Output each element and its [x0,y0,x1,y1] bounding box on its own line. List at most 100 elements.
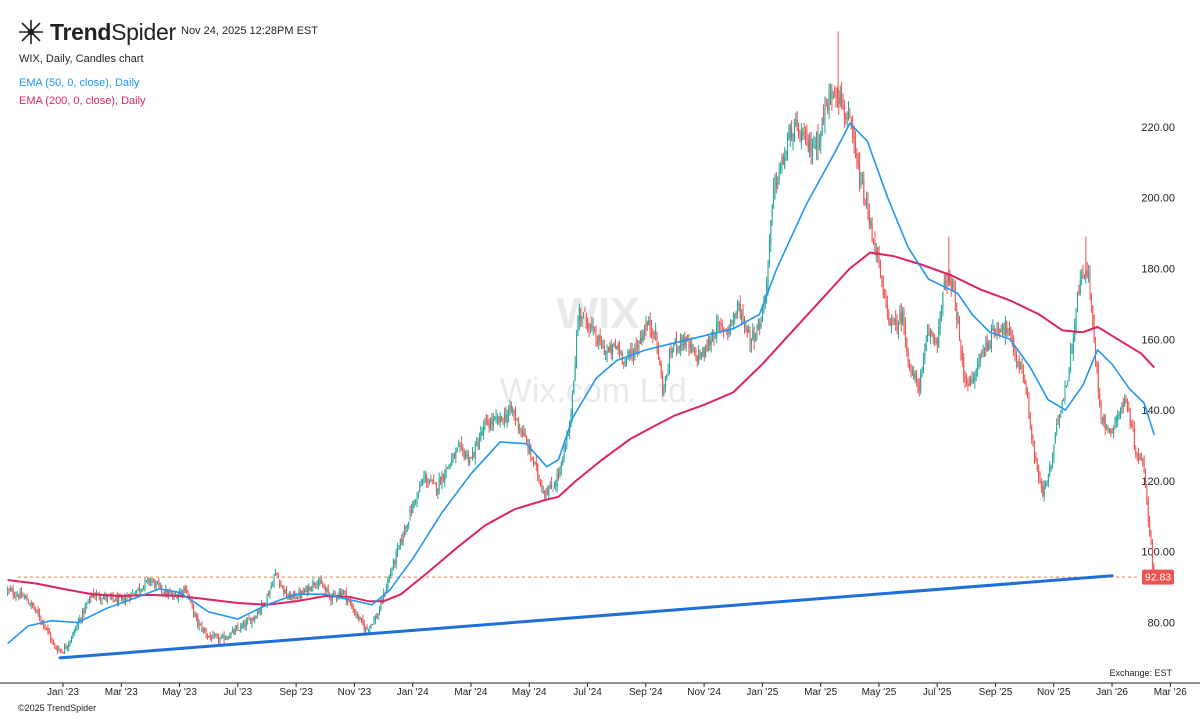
candle[interactable] [43,619,45,630]
candle[interactable] [846,111,848,130]
candle[interactable] [517,417,519,434]
candle[interactable] [721,319,723,332]
candle[interactable] [675,331,677,357]
candle[interactable] [238,629,240,632]
candle[interactable] [641,329,643,346]
candle[interactable] [351,600,353,609]
candle[interactable] [761,306,763,323]
candle[interactable] [682,334,684,351]
candle[interactable] [874,231,876,255]
candle[interactable] [551,476,553,490]
candle[interactable] [1070,342,1072,374]
candle[interactable] [896,314,898,335]
candle[interactable] [970,375,972,387]
candle[interactable] [212,630,214,639]
candle[interactable] [652,327,654,344]
candle[interactable] [882,275,884,299]
candle[interactable] [213,632,215,639]
candle[interactable] [255,615,257,620]
candle[interactable] [286,586,288,599]
candle[interactable] [928,324,930,337]
candle[interactable] [22,592,24,598]
candle[interactable] [331,592,333,605]
candle[interactable] [244,619,246,631]
candle[interactable] [616,345,618,350]
candle[interactable] [863,171,865,206]
candle[interactable] [243,620,245,629]
candle[interactable] [427,477,429,488]
candle[interactable] [150,577,152,587]
candle[interactable] [563,444,565,463]
candle[interactable] [559,466,561,478]
candle[interactable] [605,350,607,361]
candle[interactable] [936,337,938,354]
candle[interactable] [1049,461,1051,478]
candle[interactable] [492,412,494,432]
candle[interactable] [712,329,714,343]
candle[interactable] [76,622,78,631]
candle[interactable] [51,637,53,645]
candle[interactable] [1014,346,1016,362]
candle[interactable] [474,440,476,465]
candle[interactable] [34,606,36,614]
candle[interactable] [825,97,827,107]
candle[interactable] [737,299,739,319]
candle[interactable] [986,334,988,352]
candle[interactable] [878,245,880,269]
candle[interactable] [186,585,188,595]
candle[interactable] [753,326,755,350]
candle[interactable] [1076,291,1078,313]
candle[interactable] [545,487,547,499]
candle[interactable] [25,594,27,600]
candle[interactable] [1095,336,1097,367]
candle[interactable] [920,368,922,395]
candle[interactable] [1120,407,1122,420]
candle[interactable] [576,329,578,369]
candle[interactable] [441,471,443,490]
candle[interactable] [556,468,558,493]
candle[interactable] [324,584,326,595]
candle[interactable] [390,568,392,580]
candle[interactable] [408,521,410,530]
candle[interactable] [663,384,665,396]
candle[interactable] [1128,401,1130,412]
candle[interactable] [23,593,25,600]
candle[interactable] [730,318,732,336]
candle[interactable] [231,626,233,633]
candle[interactable] [30,600,32,610]
candle[interactable] [415,498,417,506]
candle[interactable] [516,418,518,421]
candle[interactable] [735,310,737,320]
candle[interactable] [453,452,455,460]
candle[interactable] [1083,274,1085,280]
candle[interactable] [975,368,977,382]
candle[interactable] [1017,360,1019,368]
candle[interactable] [723,326,725,339]
candle[interactable] [1092,305,1094,330]
candle[interactable] [743,316,745,334]
candle[interactable] [276,572,278,576]
candle[interactable] [1133,421,1135,451]
candle[interactable] [21,586,23,599]
candle[interactable] [254,615,256,624]
candle[interactable] [259,608,261,616]
candle[interactable] [839,85,841,108]
candle[interactable] [1031,424,1033,444]
candle[interactable] [888,308,890,326]
candle[interactable] [274,568,276,577]
candle[interactable] [850,116,852,130]
candle[interactable] [503,407,505,428]
candle[interactable] [782,152,784,165]
candle[interactable] [889,317,891,327]
candle[interactable] [655,322,657,341]
candle[interactable] [942,291,944,317]
candle[interactable] [33,602,35,611]
candle[interactable] [1068,366,1070,382]
trendline[interactable] [58,574,1114,660]
candle[interactable] [768,234,770,268]
candle[interactable] [881,275,883,288]
candle[interactable] [760,316,762,330]
candle[interactable] [648,316,650,326]
candle[interactable] [100,595,102,605]
candle[interactable] [388,574,390,584]
